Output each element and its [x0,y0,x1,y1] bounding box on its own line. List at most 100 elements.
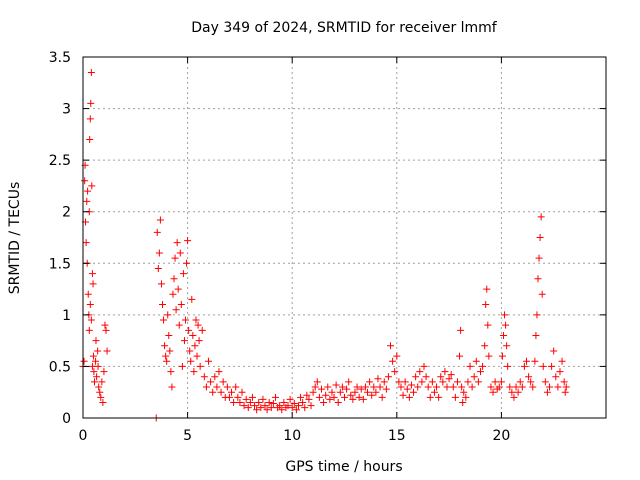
data-point [232,383,240,391]
data-point [213,383,221,391]
data-point [198,326,206,334]
data-point [332,381,340,389]
data-point [98,378,106,386]
data-point [445,375,453,383]
data-point [410,388,418,396]
data-point [315,393,323,401]
data-point [479,362,487,370]
y-axis-label: SRMTID / TECUs [7,182,23,295]
data-point [183,259,191,267]
data-point [504,362,512,370]
y-tick-label: 0 [62,411,71,427]
data-point [169,290,177,298]
data-point [93,373,101,381]
data-point [374,375,382,383]
data-point [175,321,183,329]
data-point [416,368,424,376]
y-tick-label: 1.5 [49,256,71,272]
data-point [95,383,103,391]
data-point [476,368,484,376]
y-tick-label: 3.5 [49,50,71,66]
data-point [238,388,246,396]
data-point [280,399,288,407]
data-point [349,395,357,403]
data-point [368,391,376,399]
data-point [538,290,546,298]
data-point [439,378,447,386]
data-points [79,68,570,422]
data-point [88,270,96,278]
data-point [341,393,348,401]
data-point [205,357,213,365]
data-point [97,393,105,401]
data-point [353,383,361,391]
data-point [174,285,182,293]
data-point [87,99,95,107]
data-point [487,383,495,391]
data-point [185,326,193,334]
data-point [532,331,540,339]
data-point [393,352,401,360]
data-point [292,406,300,414]
data-point [157,280,165,288]
data-point [391,368,399,376]
data-point [389,357,397,365]
data-point [96,388,104,396]
data-point [271,393,279,401]
data-point [506,383,514,391]
data-point [459,399,467,407]
data-point [89,352,97,360]
data-point [88,362,96,370]
data-point [503,342,511,350]
data-point [366,378,374,386]
data-point [309,388,317,396]
data-point [403,385,411,393]
data-point [102,326,110,334]
data-point [437,373,445,381]
data-point [244,404,252,412]
data-point [539,362,547,370]
data-point [395,378,403,386]
data-point [87,316,95,324]
data-point [286,395,294,403]
data-point [100,368,108,376]
data-point [560,378,568,386]
data-point [80,357,88,365]
data-point [558,357,566,365]
data-point [194,321,202,329]
data-point [531,357,539,365]
grid-lines [83,57,606,418]
data-point [164,311,172,319]
data-point [184,237,192,245]
data-point [499,331,507,339]
data-point [501,311,509,319]
data-point [317,385,325,393]
data-point [485,352,493,360]
data-point [236,399,244,407]
x-tick-label: 5 [183,428,192,444]
data-point [297,393,305,401]
data-point [328,388,336,396]
data-point [464,378,472,386]
data-point [527,378,535,386]
data-point [288,404,296,412]
data-point [460,388,468,396]
data-point [173,239,181,247]
data-point [207,378,215,386]
data-point [433,383,441,391]
data-point [370,383,378,391]
data-point [451,393,459,401]
data-point [255,399,263,407]
data-point [548,362,556,370]
data-point [228,388,236,396]
data-point [313,378,321,386]
data-point [418,378,426,386]
data-point [449,383,457,391]
data-point [81,177,89,185]
data-point [263,406,271,414]
data-point [242,395,250,403]
data-point [209,388,217,396]
data-point [166,347,174,355]
data-point [420,362,428,370]
data-point [158,301,166,309]
